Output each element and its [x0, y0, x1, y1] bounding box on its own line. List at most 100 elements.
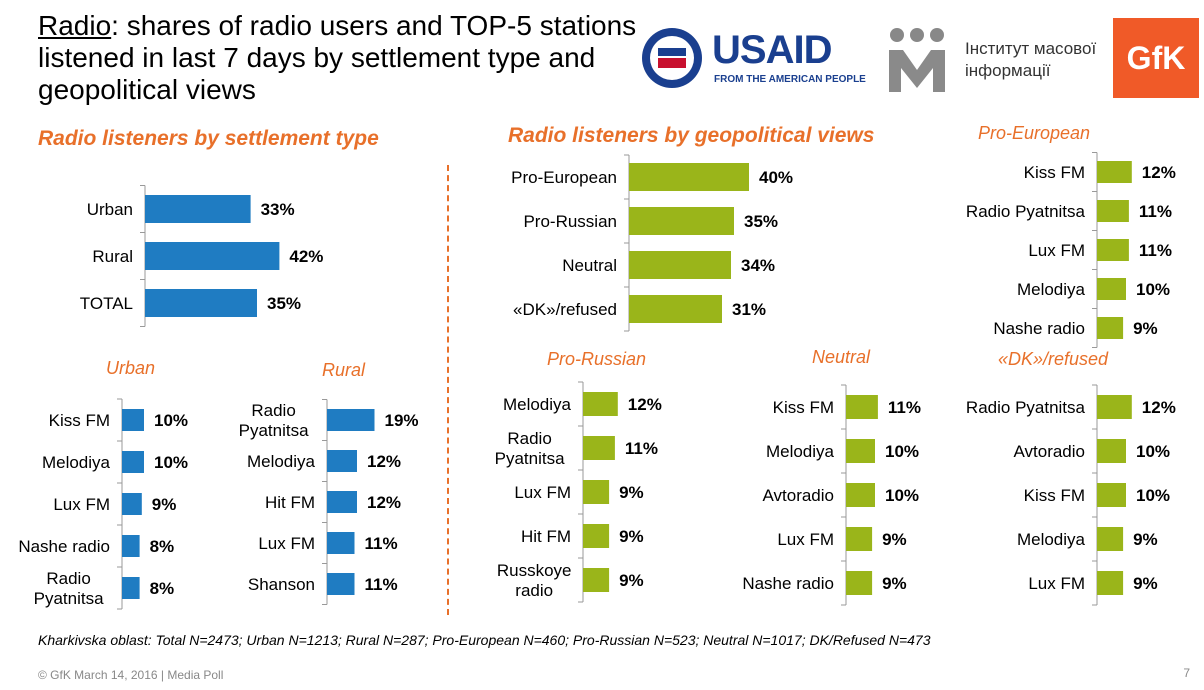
- urban-category-label: Radio Pyatnitsa: [34, 569, 104, 608]
- urban-value-label: 9%: [152, 495, 177, 514]
- neutral-bar: [846, 395, 878, 419]
- neutral-category-label: Avtoradio: [762, 486, 834, 505]
- proru-category-label: Russkoye radio: [497, 561, 572, 600]
- rural-value-label: 11%: [365, 534, 398, 553]
- rural-bar: [327, 573, 355, 595]
- dk-bar: [1097, 571, 1124, 595]
- proru-bar: [583, 524, 610, 548]
- imi-line-1: Інститут масової: [965, 39, 1097, 58]
- neutral-value-label: 10%: [885, 442, 919, 461]
- settlement-bar: [145, 289, 257, 317]
- dk-category-label: Avtoradio: [1013, 442, 1085, 461]
- geo-category-label: Neutral: [562, 256, 617, 275]
- title-underlined: Radio: [38, 10, 112, 41]
- geo-heading: Radio listeners by geopolitical views: [508, 124, 875, 147]
- settlement-value-label: 33%: [261, 200, 295, 219]
- proeu-category-label: Radio Pyatnitsa: [966, 202, 1086, 221]
- proeu-value-label: 11%: [1139, 202, 1172, 221]
- neutral-category-label: Lux FM: [777, 530, 834, 549]
- dk-bar: [1097, 483, 1126, 507]
- proru-value-label: 9%: [619, 571, 644, 590]
- settlement-bar: [145, 195, 251, 223]
- neutral-bar: [846, 439, 875, 463]
- imi-logo-icon: [889, 28, 945, 92]
- proru-bar: [583, 436, 615, 460]
- urban-bar: [122, 577, 140, 599]
- rural-bar: [327, 450, 357, 472]
- proeu-bar: [1097, 239, 1129, 261]
- proru-heading: Pro-Russian: [547, 349, 647, 369]
- geo-bar: [629, 207, 734, 235]
- neutral-category-label: Melodiya: [766, 442, 835, 461]
- geo-bar: [629, 163, 749, 191]
- geo-bar: [629, 295, 722, 323]
- rural-bar: [327, 491, 357, 513]
- neutral-bar: [846, 571, 873, 595]
- geo-bar: [629, 251, 731, 279]
- geo-category-label: Pro-European: [511, 168, 617, 187]
- geo-value-label: 35%: [744, 212, 778, 231]
- urban-category-label: Kiss FM: [49, 411, 110, 430]
- proeu-category-label: Lux FM: [1028, 241, 1085, 260]
- proru-category-label: Lux FM: [514, 483, 571, 502]
- proeu-value-label: 12%: [1142, 163, 1176, 182]
- neutral-value-label: 9%: [882, 574, 907, 593]
- neutral-category-label: Kiss FM: [773, 398, 834, 417]
- dk-heading: «DK»/refused: [998, 349, 1109, 369]
- proeu-category-label: Nashe radio: [993, 319, 1085, 338]
- proeu-value-label: 10%: [1136, 280, 1170, 299]
- dk-value-label: 9%: [1133, 574, 1158, 593]
- proru-bar: [583, 480, 610, 504]
- proru-value-label: 9%: [619, 527, 644, 546]
- rural-category-label: Hit FM: [265, 493, 315, 512]
- usaid-logo-text: USAID: [712, 28, 832, 72]
- gfk-logo: GfK: [1113, 18, 1199, 98]
- urban-heading: Urban: [106, 358, 156, 378]
- proeu-bar: [1097, 200, 1129, 222]
- rural-value-label: 11%: [365, 575, 398, 594]
- urban-bar: [122, 493, 142, 515]
- neutral-bar: [846, 527, 873, 551]
- urban-value-label: 10%: [154, 411, 188, 430]
- rural-value-label: 12%: [367, 493, 401, 512]
- settlement-value-label: 42%: [289, 247, 323, 266]
- proru-value-label: 9%: [619, 483, 644, 502]
- settlement-category-label: Urban: [87, 200, 133, 219]
- rural-category-label: Radio Pyatnitsa: [239, 401, 309, 440]
- settlement-category-label: Rural: [92, 247, 133, 266]
- neutral-bar: [846, 483, 875, 507]
- neutral-value-label: 11%: [888, 398, 921, 417]
- settlement-value-label: 35%: [267, 294, 301, 313]
- neutral-heading: Neutral: [812, 347, 871, 367]
- rural-category-label: Lux FM: [258, 534, 315, 553]
- page-title: Radio: shares of radio users and TOP-5 s…: [38, 10, 638, 106]
- settlement-category-label: TOTAL: [80, 294, 133, 313]
- proru-bar: [583, 392, 618, 416]
- page-number: 7: [1183, 666, 1190, 680]
- urban-category-label: Melodiya: [42, 453, 111, 472]
- settlement-heading: Radio listeners by settlement type: [38, 127, 379, 150]
- proeu-bar: [1097, 278, 1126, 300]
- proeu-value-label: 11%: [1139, 241, 1172, 260]
- dk-category-label: Lux FM: [1028, 574, 1085, 593]
- dk-bar: [1097, 527, 1124, 551]
- proeu-value-label: 9%: [1133, 319, 1158, 338]
- urban-value-label: 10%: [154, 453, 188, 472]
- geo-value-label: 40%: [759, 168, 793, 187]
- dk-value-label: 9%: [1133, 530, 1158, 549]
- proru-category-label: Radio Pyatnitsa: [495, 429, 565, 468]
- urban-bar: [122, 535, 140, 557]
- rural-value-label: 12%: [367, 452, 401, 471]
- dk-value-label: 10%: [1136, 442, 1170, 461]
- logos: USAID FROM THE AMERICAN PEOPLE Інститут …: [640, 18, 1200, 108]
- dk-value-label: 10%: [1136, 486, 1170, 505]
- dk-category-label: Kiss FM: [1024, 486, 1085, 505]
- rural-bar: [327, 532, 355, 554]
- settlement-bar: [145, 242, 280, 270]
- proru-value-label: 12%: [628, 395, 662, 414]
- urban-category-label: Lux FM: [53, 495, 110, 514]
- footer-copyright: © GfK March 14, 2016 | Media Poll: [38, 668, 224, 682]
- rural-category-label: Shanson: [248, 575, 315, 594]
- urban-bar: [122, 409, 144, 431]
